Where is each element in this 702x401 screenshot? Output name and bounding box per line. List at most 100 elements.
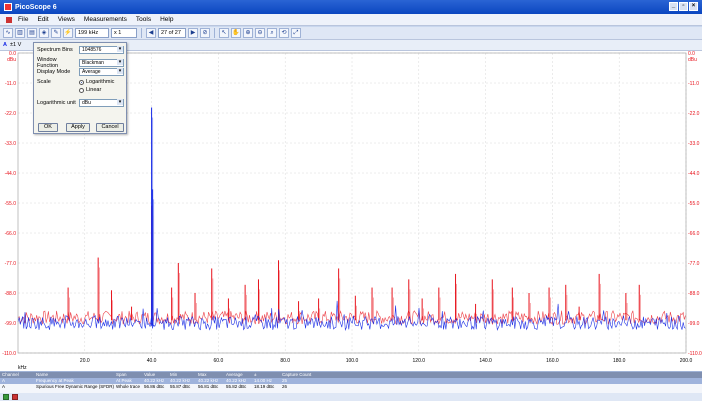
- title-bar: PicoScope 6 _ ▫ ×: [0, 0, 702, 14]
- cell: 56.81 dBc: [198, 384, 219, 389]
- x-tick-label: 160.0: [546, 358, 559, 364]
- menu-edit[interactable]: Edit: [37, 16, 49, 23]
- col-span[interactable]: Span: [116, 372, 127, 377]
- multiplier-select[interactable]: x 1: [111, 28, 137, 38]
- spectrum-bins-select[interactable]: 1048576: [79, 46, 124, 54]
- x-tick-label: 60.0: [214, 358, 224, 364]
- scale-linear-radio[interactable]: Linear: [79, 87, 101, 93]
- y-tick-label-right: -66.0: [688, 231, 700, 237]
- stop-capture-icon[interactable]: [12, 394, 18, 400]
- cell: 55.87 dBc: [170, 384, 191, 389]
- menu-tools[interactable]: Tools: [135, 16, 152, 23]
- y-tick-label-left: -55.0: [5, 201, 17, 207]
- log-unit-select[interactable]: dBu: [79, 99, 124, 107]
- minimize-button[interactable]: _: [669, 2, 678, 11]
- x-tick-label: 200.0: [680, 358, 693, 364]
- y-unit-right: dBu: [688, 57, 697, 63]
- cell: 40.22 kHz: [226, 378, 247, 383]
- zoom-in-icon[interactable]: ⊕: [243, 28, 253, 38]
- col-name[interactable]: Name: [36, 372, 49, 377]
- persistence-mode-icon[interactable]: ▤: [27, 28, 37, 38]
- main-toolbar: ∿ ▥ ▤ ◈ ✎ ⚡ 199 kHz x 1 ◀ 27 of 27 ▶ ⊘ ↖…: [0, 27, 702, 40]
- x-tick-label: 80.0: [280, 358, 290, 364]
- scale-linear-label: Linear: [86, 87, 102, 93]
- cell: Frequency at Peak: [36, 378, 74, 383]
- window-function-select[interactable]: Blackman: [79, 59, 124, 67]
- table-row[interactable]: A Frequency at Peak At Peak 40.22 kHz 40…: [0, 378, 702, 384]
- toolbar-divider: [214, 28, 215, 38]
- y-tick-label-right: -99.0: [688, 321, 700, 327]
- col-max[interactable]: Max: [198, 372, 207, 377]
- page-counter: 27 of 27: [158, 28, 186, 38]
- y-tick-label-right: -55.0: [688, 201, 700, 207]
- apply-button[interactable]: Apply: [66, 123, 90, 132]
- first-page-icon[interactable]: ◀: [146, 28, 156, 38]
- trace-noise: [17, 300, 686, 331]
- window-function-label: Window Function: [37, 57, 59, 69]
- maximize-button[interactable]: ▫: [679, 2, 688, 11]
- col-value[interactable]: Value: [144, 372, 156, 377]
- display-mode-label: Display Mode: [37, 69, 71, 75]
- x-tick-label: 180.0: [613, 358, 626, 364]
- channel-range-select[interactable]: ±1 V: [9, 42, 22, 48]
- cancel-button[interactable]: Cancel: [96, 123, 124, 132]
- zoom-area-icon[interactable]: ⌕: [267, 28, 277, 38]
- x-tick-label: 20.0: [80, 358, 90, 364]
- y-tick-label-left: -110.0: [2, 351, 16, 357]
- next-page-icon[interactable]: ▶: [188, 28, 198, 38]
- probe-icon[interactable]: ✎: [51, 28, 61, 38]
- channel-options-icon[interactable]: ◈: [39, 28, 49, 38]
- y-tick-label-left: -77.0: [5, 261, 17, 267]
- cell: 40.22 kHz: [170, 378, 191, 383]
- cell: 55.82 dBc: [226, 384, 247, 389]
- plot-frame: [17, 52, 687, 354]
- run-icon[interactable]: [3, 394, 9, 400]
- cell: 18.19 dBc: [254, 384, 275, 389]
- cell: A: [2, 384, 6, 389]
- col-capture-count[interactable]: Capture Count: [282, 372, 312, 377]
- col-plusminus[interactable]: ±: [254, 372, 257, 377]
- cell: 40.22 kHz: [198, 378, 219, 383]
- col-average[interactable]: Average: [226, 372, 243, 377]
- ok-button[interactable]: OK: [38, 123, 58, 132]
- y-tick-label-right: -88.0: [688, 291, 700, 297]
- spectrum-options-dialog: Spectrum Bins 1048576 Window Function Bl…: [33, 42, 127, 134]
- channel-bar: A ±1 V: [0, 40, 702, 51]
- stop-icon[interactable]: ⊘: [200, 28, 210, 38]
- cell: 26: [282, 384, 288, 389]
- system-menu-icon[interactable]: [6, 16, 12, 23]
- scale-log-radio[interactable]: Logarithmic: [79, 79, 114, 85]
- cell: 14.00 Hz: [254, 378, 273, 383]
- col-min[interactable]: Min: [170, 372, 178, 377]
- trigger-icon[interactable]: ⚡: [63, 28, 73, 38]
- y-tick-label-left: -66.0: [5, 231, 17, 237]
- table-row[interactable]: A Spurious Free Dynamic Range (SFDR) Who…: [0, 384, 702, 390]
- x-tick-label: 100.0: [346, 358, 359, 364]
- menu-measurements[interactable]: Measurements: [83, 16, 127, 23]
- timebase-select[interactable]: 199 kHz: [75, 28, 109, 38]
- zoom-reset-icon[interactable]: ⟲: [279, 28, 289, 38]
- y-tick-label-right: -44.0: [688, 171, 700, 177]
- hand-tool-icon[interactable]: ✋: [231, 28, 241, 38]
- toolbar-divider: [141, 28, 142, 38]
- close-button[interactable]: ×: [689, 2, 698, 11]
- display-mode-select[interactable]: Average: [79, 68, 124, 76]
- menu-file[interactable]: File: [18, 16, 29, 23]
- y-tick-label-right: -33.0: [688, 141, 700, 147]
- app-logo-icon: [4, 3, 12, 11]
- y-tick-label-right: -110.0: [688, 351, 702, 357]
- menu-views[interactable]: Views: [57, 16, 75, 23]
- spectrum-bins-label: Spectrum Bins: [37, 47, 73, 53]
- trace-noise: [17, 310, 686, 326]
- zoom-out-icon[interactable]: ⊖: [255, 28, 265, 38]
- col-channel[interactable]: Channel: [2, 372, 19, 377]
- select-tool-icon[interactable]: ↖: [219, 28, 229, 38]
- menu-help[interactable]: Help: [160, 16, 174, 23]
- cell: 40.22 kHz: [144, 378, 165, 383]
- zoom-fit-icon[interactable]: ⤢: [291, 28, 301, 38]
- channel-a-label: A: [3, 42, 7, 48]
- spectrum-mode-icon[interactable]: ▥: [15, 28, 25, 38]
- scope-mode-icon[interactable]: ∿: [3, 28, 13, 38]
- window-title: PicoScope 6: [15, 3, 57, 11]
- y-tick-label-right: -77.0: [688, 261, 700, 267]
